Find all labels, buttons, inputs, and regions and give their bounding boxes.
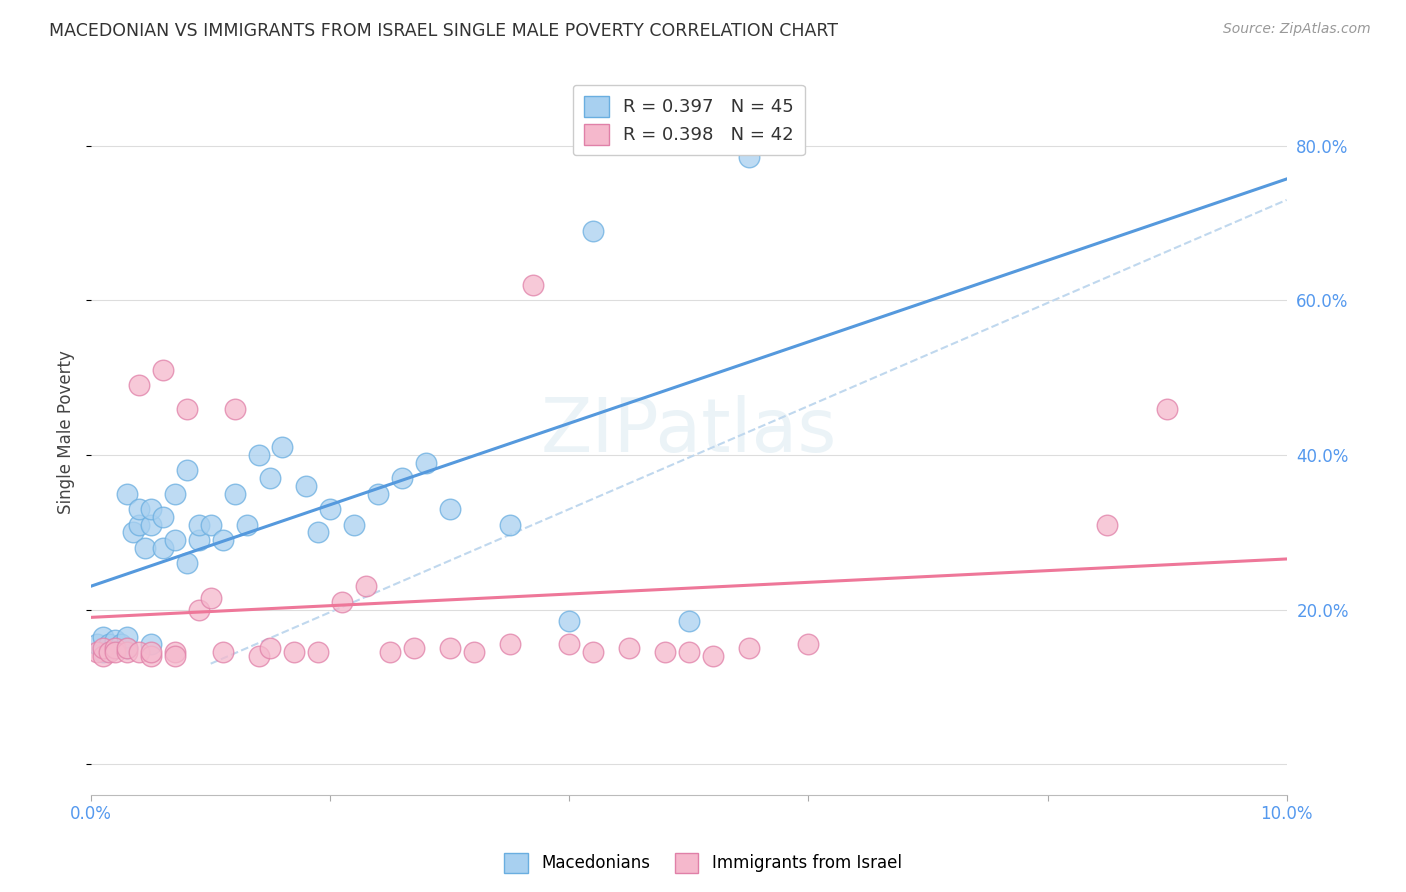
Point (259, 471, 281, 485)
Point (152, 363, 174, 377)
Point (104, 645, 127, 659)
Point (617, 641, 640, 656)
Point (737, 641, 759, 656)
Point (271, 440, 294, 454)
Point (128, 645, 150, 659)
Point (104, 633, 127, 648)
Point (104, 641, 127, 656)
Point (91, 648, 114, 663)
Point (797, 637, 820, 651)
Point (187, 533, 209, 547)
Point (343, 517, 366, 532)
Point (439, 641, 461, 656)
Point (128, 378, 150, 392)
Point (187, 602, 209, 616)
Point (439, 502, 461, 516)
Point (91, 641, 114, 656)
Point (1097, 517, 1119, 532)
Point (224, 401, 246, 416)
Point (307, 525, 329, 540)
Point (139, 502, 162, 516)
Point (330, 595, 353, 609)
Point (307, 645, 329, 659)
Point (115, 486, 138, 500)
Point (378, 645, 401, 659)
Point (139, 648, 162, 663)
Point (247, 448, 270, 462)
Point (163, 486, 186, 500)
Point (224, 486, 246, 500)
Point (176, 556, 198, 570)
Point (200, 517, 222, 532)
Point (139, 645, 162, 659)
Point (122, 525, 145, 540)
Point (415, 456, 437, 470)
Point (139, 637, 162, 651)
Point (558, 637, 581, 651)
Point (200, 591, 222, 605)
Point (152, 509, 174, 524)
Point (283, 645, 305, 659)
Legend: Macedonians, Immigrants from Israel: Macedonians, Immigrants from Israel (498, 847, 908, 880)
Point (98, 645, 121, 659)
Point (176, 401, 198, 416)
Point (86, 637, 108, 651)
Point (91, 645, 114, 659)
Point (582, 645, 605, 659)
Y-axis label: Single Male Poverty: Single Male Poverty (58, 350, 75, 514)
Point (211, 533, 233, 547)
Point (737, 150, 759, 164)
Point (163, 645, 186, 659)
Point (86, 645, 108, 659)
Point (1156, 401, 1178, 416)
Point (152, 541, 174, 555)
Point (259, 641, 281, 656)
Point (582, 224, 605, 238)
Point (176, 463, 198, 477)
Point (558, 614, 581, 628)
Point (134, 541, 156, 555)
Point (98, 637, 121, 651)
Point (104, 641, 127, 656)
Point (91, 630, 114, 644)
Point (128, 517, 150, 532)
Point (115, 630, 138, 644)
Text: ZIPatlas: ZIPatlas (541, 395, 837, 468)
Point (110, 637, 132, 651)
Point (235, 517, 257, 532)
Legend: R = 0.397   N = 45, R = 0.398   N = 42: R = 0.397 N = 45, R = 0.398 N = 42 (572, 85, 806, 155)
Point (498, 637, 520, 651)
Point (678, 645, 700, 659)
Point (128, 502, 150, 516)
Point (354, 579, 377, 593)
Point (522, 277, 544, 292)
Text: MACEDONIAN VS IMMIGRANTS FROM ISRAEL SINGLE MALE POVERTY CORRELATION CHART: MACEDONIAN VS IMMIGRANTS FROM ISRAEL SIN… (49, 22, 838, 40)
Point (187, 517, 209, 532)
Point (247, 648, 270, 663)
Point (498, 517, 520, 532)
Point (367, 486, 389, 500)
Point (115, 641, 138, 656)
Point (654, 645, 676, 659)
Point (163, 533, 186, 547)
Point (115, 641, 138, 656)
Point (295, 479, 318, 493)
Point (163, 648, 186, 663)
Point (319, 502, 342, 516)
Point (702, 648, 724, 663)
Point (391, 471, 413, 485)
Point (678, 614, 700, 628)
Point (115, 645, 138, 659)
Text: Source: ZipAtlas.com: Source: ZipAtlas.com (1223, 22, 1371, 37)
Point (402, 641, 425, 656)
Point (139, 517, 162, 532)
Point (211, 645, 233, 659)
Point (463, 645, 485, 659)
